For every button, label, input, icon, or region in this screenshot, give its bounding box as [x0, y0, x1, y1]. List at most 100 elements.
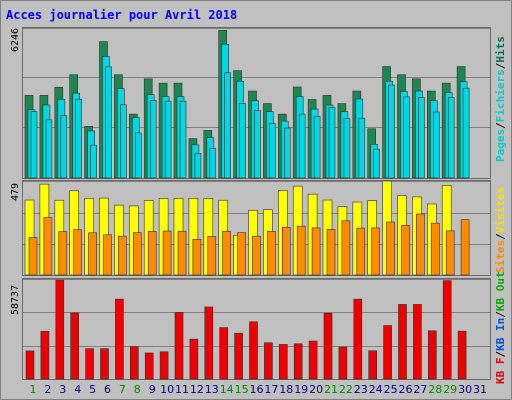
panel-visits-frame [22, 180, 491, 276]
legend-sites: Sites [494, 240, 507, 273]
x-tick-label-day-21: 21 [324, 383, 338, 396]
panel-kb-frame [22, 278, 491, 380]
x-tick-label-day-4: 4 [74, 383, 81, 396]
bar-pages-day-17 [269, 123, 276, 179]
bar-sites-day-18 [281, 227, 291, 276]
x-tick-label-day-25: 25 [384, 383, 398, 396]
bar-sites-day-27 [416, 213, 425, 276]
bar-sites-day-5 [88, 232, 97, 276]
x-tick-label-day-16: 16 [250, 383, 264, 396]
bar-sites-day-3 [58, 231, 68, 276]
bar-kb-day-24 [368, 350, 378, 380]
bar-pages-day-23 [358, 117, 366, 179]
bar-pages-day-12 [194, 152, 202, 179]
legend-kb-in: KB In [494, 318, 507, 351]
bar-pages-day-2 [45, 119, 53, 179]
x-tick-label-day-24: 24 [369, 383, 383, 396]
x-tick-label-day-12: 12 [190, 383, 204, 396]
x-tick-label-day-17: 17 [264, 383, 278, 396]
bar-kb-day-23 [353, 298, 363, 380]
bar-pages-day-19 [298, 113, 306, 179]
bar-kb-day-25 [383, 325, 392, 380]
bar-pages-day-15 [239, 103, 246, 179]
x-tick-label-day-30: 30 [458, 383, 472, 396]
bar-sites-day-23 [356, 227, 366, 276]
x-tick-label-day-9: 9 [149, 383, 156, 396]
bar-pages-day-20 [313, 115, 321, 179]
bar-pages-day-3 [60, 115, 68, 179]
bar-kb-day-13 [204, 306, 214, 380]
bar-kb-day-21 [323, 312, 333, 380]
bar-kb-day-29 [442, 280, 452, 380]
bar-kb-day-4 [70, 312, 79, 380]
x-tick-label-day-15: 15 [235, 383, 249, 396]
bar-pages-day-8 [135, 132, 142, 179]
panel-visits: 479 [10, 180, 491, 276]
bars [24, 30, 470, 380]
legend-hits: Hits [494, 36, 507, 63]
bar-pages-day-27 [418, 97, 425, 179]
legend-pages: Pages [494, 129, 507, 162]
bar-kb-day-5 [85, 348, 94, 380]
panel-kb-max-label: 58737 [10, 285, 21, 315]
bar-sites-day-12 [192, 238, 202, 276]
x-tick-label-day-6: 6 [104, 383, 111, 396]
bar-sites-day-1 [28, 237, 38, 276]
bar-sites-day-10 [162, 230, 172, 276]
bar-kb-day-1 [25, 350, 35, 380]
x-tick-label-day-2: 2 [44, 383, 51, 396]
x-tick-label-day-26: 26 [399, 383, 413, 396]
bar-sites-day-13 [207, 236, 217, 276]
bar-sites-day-9 [147, 231, 157, 276]
bar-kb-day-14 [219, 327, 228, 380]
bar-sites-day-19 [296, 225, 306, 276]
bar-sites-day-24 [371, 227, 381, 276]
bar-kb-day-2 [40, 331, 50, 380]
bar-kb-day-8 [130, 346, 139, 380]
bar-sites-day-2 [43, 217, 53, 276]
x-tick-label-day-29: 29 [443, 383, 457, 396]
bar-sites-day-8 [133, 232, 142, 276]
bar-kb-day-15 [234, 332, 243, 380]
legend-kb-panel: KB F/KB In/KB Out [494, 271, 507, 384]
legend-hits-panel: Pages/Fichiers/Hits [494, 36, 507, 162]
bar-pages-day-14 [224, 72, 231, 179]
legend-separator-2: / [494, 62, 507, 69]
bar-kb-day-12 [189, 338, 199, 380]
bar-sites-day-15 [237, 232, 246, 276]
panel-hits-frame [22, 27, 491, 179]
bar-pages-day-10 [164, 100, 172, 179]
x-tick-label-day-28: 28 [428, 383, 442, 396]
bar-kb-day-18 [278, 344, 288, 380]
bar-sites-day-25 [386, 221, 395, 276]
bar-sites-day-16 [252, 235, 261, 276]
panel-hits: 6246 [10, 27, 491, 179]
bar-sites-day-6 [103, 234, 112, 276]
bar-kb-day-27 [413, 304, 422, 380]
bar-sites-day-14 [222, 230, 231, 276]
bar-kb-day-30 [457, 330, 467, 380]
x-tick-label-day-7: 7 [119, 383, 126, 396]
bar-pages-day-1 [30, 111, 38, 179]
x-tick-label-day-27: 27 [413, 383, 427, 396]
bar-sites-day-11 [177, 230, 187, 276]
bar-pages-day-26 [403, 96, 410, 179]
panel-visits-max-label: 479 [10, 183, 21, 201]
bar-kb-day-6 [100, 348, 109, 380]
x-tick-label-day-8: 8 [134, 383, 141, 396]
bar-pages-day-25 [388, 84, 395, 179]
bar-pages-day-28 [432, 111, 440, 179]
x-tick-label-day-11: 11 [175, 383, 189, 396]
bar-pages-day-13 [209, 148, 217, 179]
bar-pages-day-22 [343, 118, 351, 179]
bar-sites-day-26 [401, 225, 410, 276]
bar-pages-day-30 [462, 87, 470, 179]
bar-pages-day-21 [328, 107, 336, 179]
x-tick-label-day-10: 10 [160, 383, 174, 396]
bar-kb-day-22 [338, 346, 348, 380]
x-tick-label-day-3: 3 [59, 383, 66, 396]
bar-kb-day-10 [159, 351, 169, 380]
bar-sites-day-20 [311, 227, 321, 276]
bar-pages-day-11 [179, 100, 187, 179]
